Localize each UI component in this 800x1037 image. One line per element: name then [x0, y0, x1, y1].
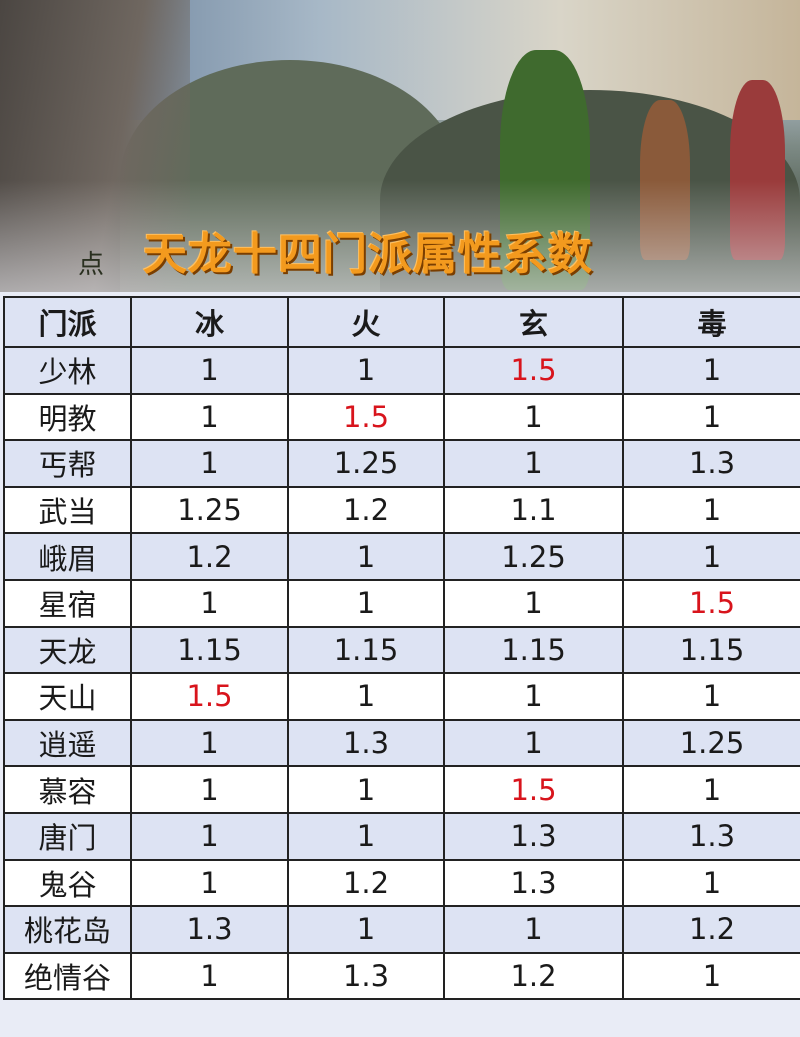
page-title: 天龙十四门派属性系数: [143, 229, 593, 280]
coefficient-cell: 1.25: [130, 485, 289, 535]
table-row: 天龙 1.15 1.15 1.15 1.15: [3, 625, 800, 675]
coefficient-cell: 1.5: [130, 672, 289, 721]
sect-name: 天山: [3, 672, 132, 721]
coefficient-cell: 1: [130, 765, 289, 814]
column-header: 毒: [622, 296, 800, 348]
coefficient-cell: 1: [443, 578, 624, 628]
coefficient-cell: 1: [130, 439, 289, 488]
sect-name: 唐门: [3, 811, 132, 861]
coefficient-cell: 1.3: [443, 858, 624, 908]
mist: [0, 180, 800, 292]
coefficient-cell: 1: [622, 485, 800, 535]
coefficient-cell: 1: [287, 765, 445, 814]
sect-name: 桃花岛: [3, 905, 132, 954]
table-row: 天山 1.5 1 1 1: [3, 672, 800, 721]
column-header: 玄: [443, 296, 624, 348]
coefficient-cell: 1: [622, 532, 800, 581]
coefficient-cell: 1.15: [130, 625, 289, 675]
table-row: 绝情谷 1 1.3 1.2 1: [3, 951, 800, 1001]
coefficient-cell: 1.2: [287, 485, 445, 535]
coefficient-cell: 1: [443, 439, 624, 488]
table-row: 武当 1.25 1.2 1.1 1: [3, 485, 800, 535]
column-header: 冰: [130, 296, 289, 348]
sect-name: 峨眉: [3, 532, 132, 581]
coefficient-cell: 1: [287, 532, 445, 581]
sect-name: 鬼谷: [3, 858, 132, 908]
table-row: 唐门 1 1 1.3 1.3: [3, 811, 800, 861]
sect-attribute-table: 门派冰火玄毒 少林 1 1 1.5 1 明教 1 1.5 1 1 丐帮 1 1.25 1 1.3 武当 1.25…: [3, 296, 800, 1001]
table-row: 桃花岛 1.3 1 1 1.2: [3, 905, 800, 954]
coefficient-cell: 1: [287, 346, 445, 395]
coefficient-cell: 1: [443, 718, 624, 768]
coefficient-cell: 1: [287, 578, 445, 628]
header-row: 门派冰火玄毒: [3, 296, 800, 348]
banner-image: 点 天龙十四门派属性系数: [0, 0, 800, 292]
table-row: 明教 1 1.5 1 1: [3, 392, 800, 442]
table-row: 逍遥 1 1.3 1 1.25: [3, 718, 800, 768]
coefficient-cell: 1.5: [443, 346, 624, 395]
coefficient-cell: 1.5: [287, 392, 445, 442]
coefficient-cell: 1: [443, 672, 624, 721]
table-row: 少林 1 1 1.5 1: [3, 346, 800, 395]
coefficient-cell: 1: [443, 392, 624, 442]
coefficient-cell: 1.15: [443, 625, 624, 675]
sect-name: 武当: [3, 485, 132, 535]
coefficient-cell: 1.3: [443, 811, 624, 861]
watermark-logo: 点: [78, 250, 105, 280]
column-header: 火: [287, 296, 445, 348]
table-row: 丐帮 1 1.25 1 1.3: [3, 439, 800, 488]
coefficient-cell: 1: [287, 672, 445, 721]
sect-name: 少林: [3, 346, 132, 395]
table-row: 星宿 1 1 1 1.5: [3, 578, 800, 628]
coefficient-cell: 1.3: [622, 811, 800, 861]
coefficient-cell: 1.2: [443, 951, 624, 1001]
coefficient-cell: 1: [130, 578, 289, 628]
coefficient-cell: 1: [130, 951, 289, 1001]
coefficient-cell: 1: [130, 718, 289, 768]
coefficient-cell: 1.5: [622, 578, 800, 628]
coefficient-cell: 1: [130, 811, 289, 861]
sect-name: 星宿: [3, 578, 132, 628]
coefficient-cell: 1.2: [287, 858, 445, 908]
coefficient-cell: 1: [130, 858, 289, 908]
coefficient-cell: 1.5: [443, 765, 624, 814]
coefficient-cell: 1.15: [287, 625, 445, 675]
coefficient-cell: 1: [287, 905, 445, 954]
sect-name: 逍遥: [3, 718, 132, 768]
table-row: 鬼谷 1 1.2 1.3 1: [3, 858, 800, 908]
sect-name: 慕容: [3, 765, 132, 814]
coefficient-cell: 1.3: [287, 951, 445, 1001]
sect-name: 天龙: [3, 625, 132, 675]
coefficient-cell: 1.3: [130, 905, 289, 954]
coefficient-cell: 1: [287, 811, 445, 861]
sect-name: 明教: [3, 392, 132, 442]
coefficient-cell: 1: [622, 346, 800, 395]
table-row: 峨眉 1.2 1 1.25 1: [3, 532, 800, 581]
sect-name: 绝情谷: [3, 951, 132, 1001]
coefficient-cell: 1.25: [287, 439, 445, 488]
column-header: 门派: [3, 296, 132, 348]
coefficient-cell: 1: [622, 858, 800, 908]
coefficient-cell: 1: [130, 392, 289, 442]
table-row: 慕容 1 1 1.5 1: [3, 765, 800, 814]
coefficient-cell: 1.2: [622, 905, 800, 954]
coefficient-cell: 1.2: [130, 532, 289, 581]
coefficient-cell: 1: [622, 765, 800, 814]
coefficient-cell: 1: [622, 392, 800, 442]
coefficient-cell: 1.25: [443, 532, 624, 581]
coefficient-cell: 1: [622, 672, 800, 721]
coefficient-cell: 1: [443, 905, 624, 954]
coefficient-cell: 1.3: [287, 718, 445, 768]
coefficient-cell: 1.25: [622, 718, 800, 768]
coefficient-cell: 1: [130, 346, 289, 395]
sect-name: 丐帮: [3, 439, 132, 488]
coefficient-cell: 1: [622, 951, 800, 1001]
coefficient-cell: 1.15: [622, 625, 800, 675]
coefficient-cell: 1.1: [443, 485, 624, 535]
coefficient-cell: 1.3: [622, 439, 800, 488]
